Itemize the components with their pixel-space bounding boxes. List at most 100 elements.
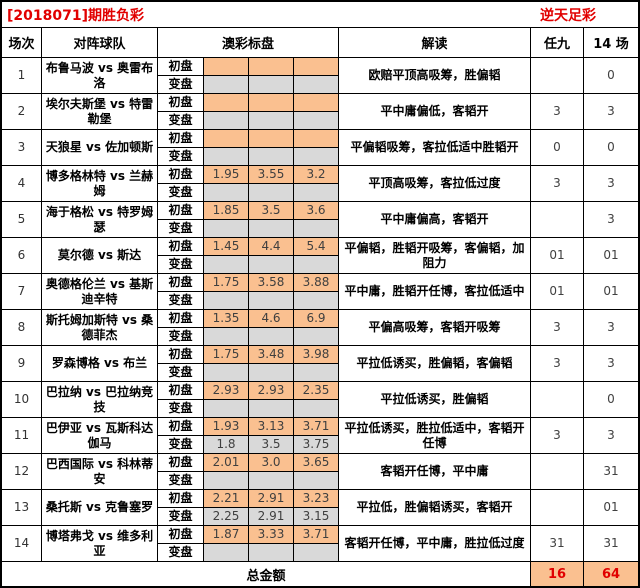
change-odds-win xyxy=(204,148,249,166)
ren9-pick: 31 xyxy=(531,526,584,562)
change-odds-lose: 3.75 xyxy=(294,436,339,454)
m14-total: 64 xyxy=(584,562,638,587)
change-odds-win xyxy=(204,184,249,202)
open-odds-draw xyxy=(249,130,294,148)
change-odds-win xyxy=(204,544,249,562)
change-odds-label: 变盘 xyxy=(158,148,204,166)
change-odds-label: 变盘 xyxy=(158,400,204,418)
open-odds-lose xyxy=(294,94,339,112)
table-row: 2 埃尔夫斯堡 vs 特雷勒堡 初盘 变盘 平中庸偏低，客韬开 3 3 xyxy=(2,94,638,130)
change-odds-lose xyxy=(294,472,339,490)
open-odds-lose: 6.9 xyxy=(294,310,339,328)
interpretation-text: 平拉低诱买，胜拉低适中，客韬开任博 xyxy=(339,418,531,454)
open-odds-label: 初盘 xyxy=(158,94,204,112)
open-odds-label: 初盘 xyxy=(158,238,204,256)
change-odds-draw xyxy=(249,544,294,562)
teams-label: 博多格林特 vs 兰赫姆 xyxy=(42,166,158,202)
teams-label: 博塔弗戈 vs 维多利亚 xyxy=(42,526,158,562)
change-odds-label: 变盘 xyxy=(158,292,204,310)
open-odds-label: 初盘 xyxy=(158,418,204,436)
open-odds-win: 1.75 xyxy=(204,346,249,364)
open-odds-label: 初盘 xyxy=(158,166,204,184)
open-odds-draw: 3.0 xyxy=(249,454,294,472)
change-odds-draw xyxy=(249,256,294,274)
change-odds-lose xyxy=(294,112,339,130)
period-title: [2018071]期胜负彩 xyxy=(7,7,144,24)
interpretation-text: 平拉低，胜偏韬诱买，客韬开 xyxy=(339,490,531,526)
open-odds-draw: 3.55 xyxy=(249,166,294,184)
open-odds-draw: 4.6 xyxy=(249,310,294,328)
col-header-match: 场次 xyxy=(2,28,42,58)
interpretation-text: 客韬开任博，平中庸，胜拉低过度 xyxy=(339,526,531,562)
open-odds-win xyxy=(204,130,249,148)
table-row: 9 罗森博格 vs 布兰 初盘 1.75 3.48 3.98 变盘 平拉低诱买，… xyxy=(2,346,638,382)
open-odds-win: 1.85 xyxy=(204,202,249,220)
open-odds-lose: 3.71 xyxy=(294,418,339,436)
match-number: 11 xyxy=(2,418,42,454)
m14-pick: 0 xyxy=(584,382,638,418)
m14-pick: 31 xyxy=(584,526,638,562)
ren9-pick: 3 xyxy=(531,418,584,454)
open-odds-win xyxy=(204,58,249,76)
interpretation-text: 平拉低诱买，胜偏韬 xyxy=(339,382,531,418)
open-odds-win: 1.93 xyxy=(204,418,249,436)
m14-pick: 01 xyxy=(584,274,638,310)
open-odds-lose xyxy=(294,58,339,76)
open-odds-win: 1.75 xyxy=(204,274,249,292)
ren9-pick: 3 xyxy=(531,310,584,346)
change-odds-draw xyxy=(249,148,294,166)
change-odds-lose xyxy=(294,220,339,238)
ren9-pick xyxy=(531,490,584,526)
open-odds-label: 初盘 xyxy=(158,382,204,400)
col-header-odds-board: 澳彩标盘 xyxy=(158,28,339,58)
teams-label: 罗森博格 vs 布兰 xyxy=(42,346,158,382)
change-odds-label: 变盘 xyxy=(158,76,204,94)
change-odds-label: 变盘 xyxy=(158,508,204,526)
open-odds-label: 初盘 xyxy=(158,130,204,148)
m14-pick: 3 xyxy=(584,310,638,346)
change-odds-lose xyxy=(294,76,339,94)
ren9-total: 16 xyxy=(531,562,584,587)
change-odds-label: 变盘 xyxy=(158,544,204,562)
open-odds-win: 1.95 xyxy=(204,166,249,184)
open-odds-label: 初盘 xyxy=(158,526,204,544)
open-odds-label: 初盘 xyxy=(158,202,204,220)
ren9-pick xyxy=(531,382,584,418)
interpretation-text: 欧赔平顶高吸筹，胜偏韬 xyxy=(339,58,531,94)
total-row: 总金额 16 64 xyxy=(2,562,638,587)
change-odds-draw xyxy=(249,112,294,130)
m14-pick: 0 xyxy=(584,58,638,94)
table-row: 1 布鲁马波 vs 奥雷布洛 初盘 变盘 欧赔平顶高吸筹，胜偏韬 0 xyxy=(2,58,638,94)
teams-label: 天狼星 vs 佐加顿斯 xyxy=(42,130,158,166)
change-odds-label: 变盘 xyxy=(158,184,204,202)
interpretation-text: 平中庸，胜韬开任博，客拉低适中 xyxy=(339,274,531,310)
change-odds-label: 变盘 xyxy=(158,220,204,238)
table-row: 11 巴伊亚 vs 瓦斯科达伽马 初盘 1.93 3.13 3.71 变盘 1.… xyxy=(2,418,638,454)
interpretation-text: 平中庸偏高，客韬开 xyxy=(339,202,531,238)
teams-label: 埃尔夫斯堡 vs 特雷勒堡 xyxy=(42,94,158,130)
open-odds-draw: 3.58 xyxy=(249,274,294,292)
change-odds-lose: 3.15 xyxy=(294,508,339,526)
change-odds-win xyxy=(204,76,249,94)
match-number: 10 xyxy=(2,382,42,418)
change-odds-win xyxy=(204,256,249,274)
change-odds-win xyxy=(204,220,249,238)
m14-pick: 3 xyxy=(584,346,638,382)
match-number: 7 xyxy=(2,274,42,310)
table-row: 12 巴西国际 vs 科林蒂安 初盘 2.01 3.0 3.65 变盘 客韬开任… xyxy=(2,454,638,490)
teams-label: 巴西国际 vs 科林蒂安 xyxy=(42,454,158,490)
match-number: 3 xyxy=(2,130,42,166)
match-number: 2 xyxy=(2,94,42,130)
table-header-row: 场次 对阵球队 澳彩标盘 解读 任九 14 场 xyxy=(2,28,638,58)
open-odds-lose: 2.35 xyxy=(294,382,339,400)
open-odds-lose: 3.88 xyxy=(294,274,339,292)
change-odds-win: 1.8 xyxy=(204,436,249,454)
col-header-14matches: 14 场 xyxy=(584,28,638,58)
col-header-teams: 对阵球队 xyxy=(42,28,158,58)
match-number: 13 xyxy=(2,490,42,526)
change-odds-label: 变盘 xyxy=(158,256,204,274)
change-odds-win xyxy=(204,112,249,130)
open-odds-win: 2.93 xyxy=(204,382,249,400)
teams-label: 巴拉纳 vs 巴拉纳竞技 xyxy=(42,382,158,418)
match-number: 1 xyxy=(2,58,42,94)
